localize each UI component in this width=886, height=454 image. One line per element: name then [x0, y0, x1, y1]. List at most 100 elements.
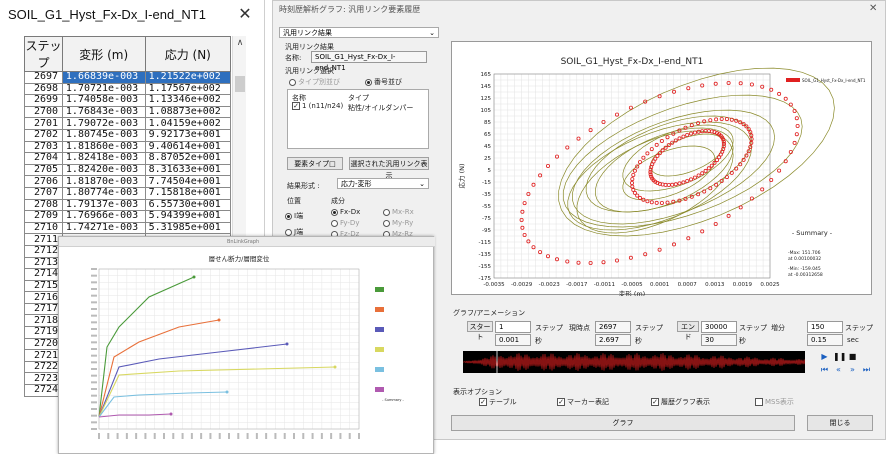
table-row[interactable]: 2707 1.80774e-003 7.15818e+001: [24, 186, 232, 200]
data-marker: [635, 193, 640, 198]
table-row[interactable]: 2700 1.76843e-003 1.08873e+002: [24, 105, 232, 119]
y-tick-label: -115: [479, 240, 492, 246]
step-cell: 2700: [24, 105, 63, 119]
close-icon[interactable]: ✕: [869, 3, 878, 14]
data-marker: [706, 166, 711, 171]
play-icon[interactable]: ▶: [821, 352, 828, 361]
pause-icon[interactable]: ❚❚: [833, 352, 847, 361]
data-marker: [555, 154, 560, 159]
column-header[interactable]: 応力 (N): [144, 36, 232, 72]
graph-button[interactable]: グラフ: [451, 415, 795, 431]
result-format-select[interactable]: 応力-変形 ⌄: [337, 178, 429, 189]
step-cell: 2721: [24, 349, 63, 362]
curve-end-marker: [333, 365, 337, 369]
summary-max: -Max: 151.706: [788, 250, 821, 256]
y-tick-mark: [91, 414, 97, 417]
first-frame-icon[interactable]: ⏮: [820, 365, 829, 374]
name-field: SOIL_G1_Hyst_Fx-Dx_I-end_NT1: [311, 51, 427, 72]
current-time-unit: 秒: [635, 337, 642, 345]
rewind-icon[interactable]: «: [836, 365, 841, 374]
list-item[interactable]: ✓ 1 (n11/n24): [292, 102, 343, 110]
table-row[interactable]: 2710 1.74271e-003 5.31985e+001: [24, 221, 232, 235]
data-marker: [726, 213, 731, 218]
data-marker: [702, 119, 707, 124]
data-marker: [744, 153, 749, 158]
table-row[interactable]: 2708 1.79137e-003 6.55730e+001: [24, 198, 232, 212]
data-marker: [686, 86, 691, 91]
result-table: ステップ 変形 (m) 応力 (N) 2697 1.66839e-003 1.21522…: [24, 36, 232, 397]
data-marker: [588, 260, 593, 265]
data-marker: [643, 99, 648, 104]
component-mx-label: Mx-Rx: [392, 208, 414, 216]
component-fx-radio[interactable]: Fx-Dx: [331, 208, 360, 216]
type-order-radio[interactable]: タイプ別並び: [289, 77, 340, 87]
hysteresis-checkbox[interactable]: ✓ 履歴グラフ表示: [651, 398, 710, 406]
j-end-radio[interactable]: J端: [285, 227, 303, 237]
table-checkbox[interactable]: ✓ テーブル: [479, 398, 517, 406]
element-type-button[interactable]: 要素タイプ□: [287, 157, 343, 170]
table-row[interactable]: 2697 1.66839e-003 1.21522e+002: [24, 71, 232, 84]
show-selected-link-button[interactable]: 選択された汎用リンク表示: [349, 157, 429, 180]
data-marker: [700, 229, 705, 234]
marker-checkbox[interactable]: ✓ マーカー表記: [557, 398, 609, 406]
last-frame-icon[interactable]: ⏭: [862, 365, 871, 374]
data-marker: [696, 192, 701, 197]
checkbox-icon[interactable]: ✓: [292, 102, 300, 110]
column-header[interactable]: 変形 (m): [61, 36, 146, 72]
j-end-label: J端: [294, 228, 304, 236]
legend-swatch: [375, 387, 384, 392]
y-tick-mark: [91, 381, 97, 384]
i-end-radio[interactable]: I端: [285, 211, 303, 221]
result-type-select[interactable]: 汎用リンク結果 ⌄: [279, 27, 439, 38]
data-marker: [749, 137, 754, 142]
step-cell: 2702: [24, 128, 63, 142]
data-marker: [673, 138, 678, 143]
stress-cell: 9.92173e+001: [144, 128, 232, 142]
table-row[interactable]: 2698 1.70721e-003 1.17567e+002: [24, 82, 232, 96]
table-row[interactable]: 2703 1.81860e-003 9.40614e+001: [24, 140, 232, 154]
component-mx-radio[interactable]: Mx-Rx: [383, 208, 414, 216]
component-fy-radio[interactable]: Fy-Dy: [331, 219, 359, 227]
stop-icon[interactable]: ■: [848, 352, 857, 361]
end-step-field[interactable]: 30000: [701, 321, 737, 333]
x-tick-label: -0.0035: [483, 282, 505, 288]
close-button[interactable]: 閉じる: [807, 415, 873, 431]
step-cell: 2713: [24, 256, 63, 270]
step-cell: 2709: [24, 210, 63, 223]
data-marker: [614, 258, 619, 263]
x-tick-mark: [311, 433, 314, 439]
table-row[interactable]: 2709 1.76966e-003 5.94399e+001: [24, 210, 232, 223]
y-tick-mark: [91, 334, 97, 337]
overlay-summary-title: - Summary -: [382, 398, 404, 402]
data-marker: [546, 254, 551, 259]
scroll-thumb[interactable]: [235, 76, 245, 92]
x-tick-label: -0.0029: [511, 282, 533, 288]
data-marker: [677, 128, 682, 133]
data-marker: [671, 131, 676, 136]
end-button[interactable]: エンド: [677, 321, 699, 341]
scroll-up-icon[interactable]: ∧: [236, 38, 244, 48]
data-marker: [719, 117, 724, 122]
close-icon[interactable]: ✕: [238, 4, 252, 23]
fast-forward-icon[interactable]: »: [850, 365, 855, 374]
table-row[interactable]: 2706 1.81870e-003 7.74504e+001: [24, 175, 232, 188]
stress-cell: 7.74504e+001: [144, 175, 232, 188]
table-row[interactable]: 2704 1.82418e-003 8.87052e+001: [24, 152, 232, 165]
number-order-radio[interactable]: 番号並び: [365, 77, 402, 87]
end-time-unit: 秒: [739, 337, 746, 345]
table-row[interactable]: 2705 1.82420e-003 8.31633e+001: [24, 163, 232, 177]
data-marker: [601, 260, 606, 265]
table-row[interactable]: 2702 1.80745e-003 9.92173e+001: [24, 128, 232, 142]
mss-checkbox[interactable]: MSS表示: [755, 397, 794, 407]
component-my-radio[interactable]: My-Ry: [383, 219, 413, 227]
table-row[interactable]: 2699 1.74058e-003 1.13346e+002: [24, 94, 232, 107]
data-marker: [657, 247, 662, 252]
data-marker: [749, 140, 754, 145]
waveform-strip[interactable]: [462, 351, 806, 373]
start-step-field[interactable]: 1: [495, 321, 531, 333]
increment-step-field[interactable]: 150: [807, 321, 843, 333]
column-header[interactable]: ステップ: [24, 36, 63, 72]
start-button[interactable]: スタート: [467, 321, 493, 341]
data-marker: [692, 175, 697, 180]
table-row[interactable]: 2701 1.79072e-003 1.04159e+002: [24, 117, 232, 130]
